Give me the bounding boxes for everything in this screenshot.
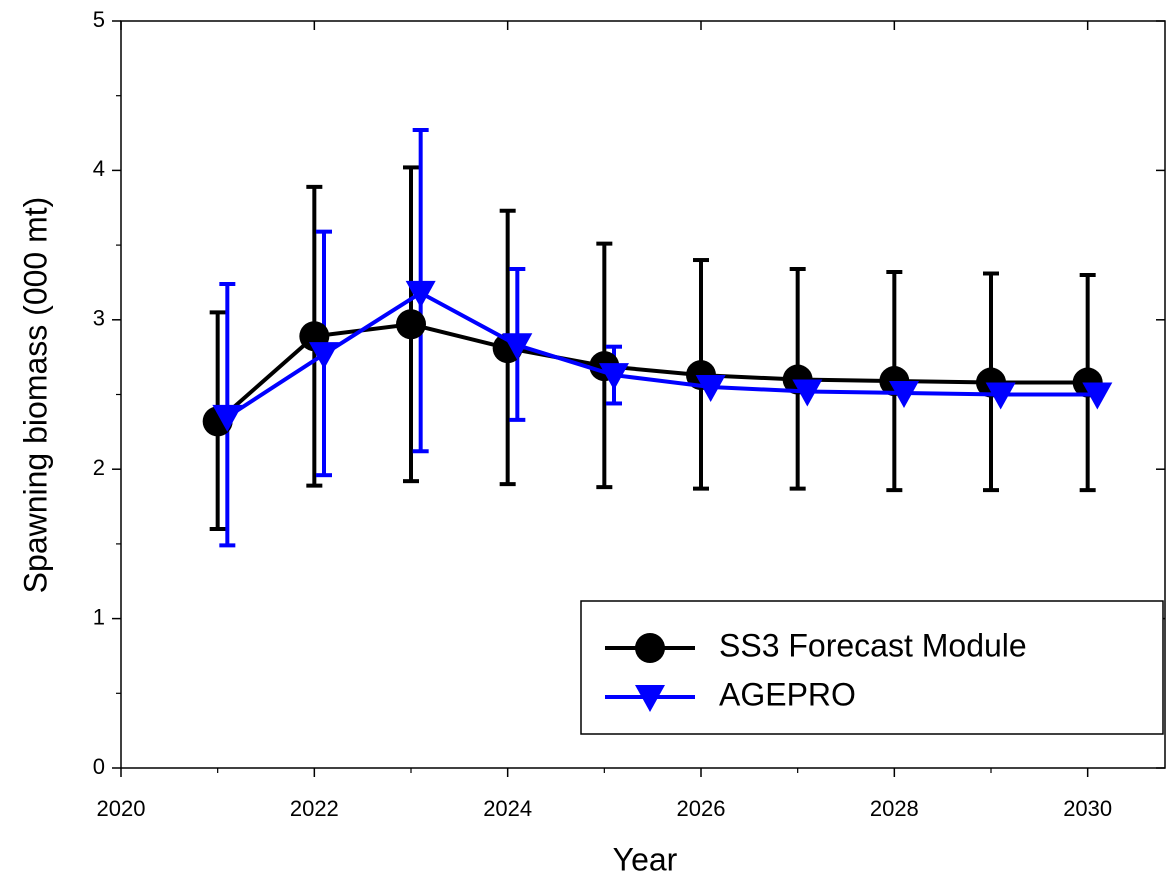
y-tick-label: 2: [93, 455, 105, 480]
point: [502, 333, 533, 361]
point: [309, 342, 339, 370]
legend-label: SS3 Forecast Module: [719, 627, 1027, 663]
x-tick-label: 2026: [677, 796, 726, 821]
y-tick-label: 3: [93, 306, 105, 331]
x-tick-label: 2024: [483, 796, 532, 821]
y-tick-label: 5: [93, 7, 105, 32]
y-tick-label: 4: [93, 156, 105, 181]
point: [405, 280, 436, 308]
y-axis-label: Spawning biomass (000 mt): [17, 197, 53, 594]
point: [792, 379, 823, 407]
y-tick-label: 0: [93, 754, 105, 779]
legend-label: AGEPRO: [719, 676, 856, 712]
point: [599, 363, 629, 391]
point: [396, 309, 426, 340]
y-tick-label: 1: [93, 604, 105, 629]
point: [695, 375, 726, 403]
legend: SS3 Forecast Module AGEPRO: [580, 600, 1164, 735]
legend-box: [580, 600, 1164, 735]
point: [1082, 382, 1113, 410]
legend-marker: [635, 633, 665, 663]
point: [212, 404, 243, 432]
x-tick-label: 2022: [290, 796, 339, 821]
series-line: [226, 290, 1098, 419]
x-tick-label: 2020: [97, 796, 146, 821]
point: [889, 381, 919, 409]
x-tick-label: 2028: [870, 796, 919, 821]
legend-marker: [635, 685, 665, 712]
x-axis-label: Year: [613, 841, 678, 877]
x-tick-label: 2030: [1063, 796, 1112, 821]
point: [985, 382, 1016, 410]
